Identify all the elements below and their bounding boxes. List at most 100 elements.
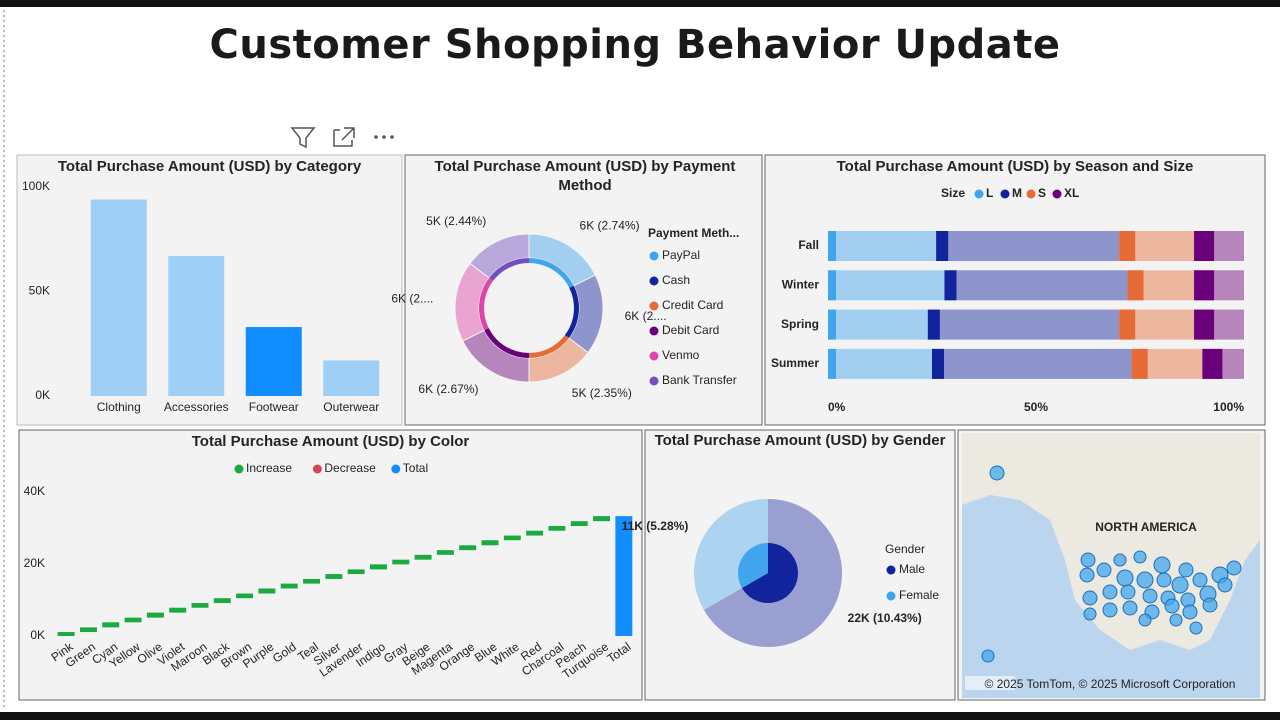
bar: [414, 554, 432, 560]
bar: [79, 627, 97, 633]
legend-label: Cash: [662, 273, 690, 287]
bar-segment-highlight: [1127, 270, 1144, 301]
legend-label: Female: [899, 588, 939, 602]
bar-segment-highlight: [828, 309, 836, 340]
x-tick-label: 50%: [1024, 400, 1048, 414]
bar: [392, 559, 410, 565]
bar-segment: [828, 348, 932, 379]
bar: [347, 569, 365, 575]
top-bar: [0, 0, 1280, 7]
x-tick-label: 100%: [1213, 400, 1244, 414]
bar: [323, 360, 380, 396]
data-label: 22K (10.43%): [848, 611, 922, 625]
donut-inner-slice: [489, 258, 529, 281]
data-label: 6K (2.67%): [418, 382, 478, 396]
map-bubbles: [981, 465, 1242, 663]
bar: [615, 516, 633, 636]
bar: [481, 540, 499, 546]
dashboard-title: Customer Shopping Behavior Update: [209, 22, 1061, 68]
panel: [764, 154, 1266, 426]
bar: [459, 545, 477, 551]
data-label: 5K (2.35%): [572, 386, 632, 400]
data-label: 6K (2....: [625, 309, 667, 323]
bottom-bar: [0, 712, 1280, 720]
y-tick-label: 0K: [35, 388, 50, 402]
legend-label: M: [1012, 186, 1022, 200]
legend-dot: [1052, 189, 1062, 199]
bar: [325, 574, 343, 579]
y-tick-label: Spring: [781, 317, 819, 331]
legend-dot: [649, 326, 659, 336]
bar-segment-highlight: [1194, 309, 1215, 340]
bar-segment-highlight: [936, 231, 949, 261]
bar: [124, 617, 142, 623]
filter-icon[interactable]: [290, 127, 316, 149]
bar-segment: [828, 270, 945, 301]
legend-title: Payment Meth...: [648, 226, 739, 240]
donut-inner-slice: [484, 328, 529, 358]
panel: [404, 154, 763, 426]
bar-segment: [828, 231, 937, 261]
bar: [369, 564, 387, 570]
legend-dot: [391, 464, 401, 474]
donut-inner-slice: [479, 277, 494, 331]
legend-label: L: [986, 186, 993, 200]
legend-dot: [1026, 189, 1036, 199]
map-logo: [965, 676, 1015, 690]
panel: [18, 429, 643, 701]
legend-dot: [974, 189, 984, 199]
more-icon[interactable]: [374, 135, 394, 139]
focus-icon[interactable]: [333, 127, 355, 147]
x-tick-label: Footwear: [249, 400, 299, 414]
bar: [570, 521, 588, 527]
bar: [168, 255, 225, 396]
bar: [526, 530, 544, 536]
legend-label: Increase: [246, 461, 292, 475]
legend-label: Venmo: [662, 348, 700, 362]
y-tick-label: Winter: [782, 277, 820, 291]
bar-segment-highlight: [1194, 231, 1215, 261]
legend-dot: [886, 565, 896, 575]
donut-inner-slice: [529, 335, 569, 358]
donut-inner-slice: [564, 285, 579, 339]
legend-dot: [886, 591, 896, 601]
y-tick-label: 100K: [22, 179, 50, 193]
x-tick-label: Clothing: [97, 400, 141, 414]
legend-title: Size: [941, 186, 965, 200]
map-attribution: © 2025 TomTom, © 2025 Microsoft Corporat…: [985, 677, 1236, 691]
legend-dot: [649, 301, 659, 311]
chart-title: Total Purchase Amount (USD) by Payment M…: [434, 158, 736, 194]
bar-segment-highlight: [1202, 348, 1223, 379]
bar: [503, 535, 521, 541]
legend-title: Gender: [885, 542, 925, 556]
bar-segment-highlight: [828, 348, 836, 379]
x-tick-label: 0%: [828, 400, 846, 414]
bar-segment: [927, 309, 1120, 340]
bar: [436, 550, 454, 555]
bar-segment: [828, 309, 928, 340]
legend-label: Male: [899, 562, 925, 576]
data-label: 6K (2....: [391, 291, 433, 305]
donut-slice: [469, 233, 530, 279]
visual-header: [290, 127, 394, 149]
y-tick-label: Fall: [798, 238, 819, 252]
bar: [90, 199, 147, 396]
data-label: 11K (5.28%): [622, 519, 689, 533]
panel: [644, 429, 956, 701]
map-label: NORTH AMERICA: [1095, 520, 1197, 534]
legend-label: Debit Card: [662, 323, 719, 337]
legend-label: Credit Card: [662, 298, 723, 312]
bar-segment-highlight: [1119, 231, 1136, 261]
legend-label: Decrease: [324, 461, 376, 475]
bar: [57, 632, 75, 636]
legend-label: Bank Transfer: [662, 373, 737, 387]
y-tick-label: Summer: [771, 356, 819, 370]
bar: [236, 593, 254, 599]
map: [962, 433, 1260, 698]
chart-title: Total Purchase Amount (USD) by Season an…: [836, 158, 1194, 175]
bar: [245, 327, 302, 396]
pie-inner-slice: [738, 543, 768, 588]
bar: [102, 622, 120, 628]
